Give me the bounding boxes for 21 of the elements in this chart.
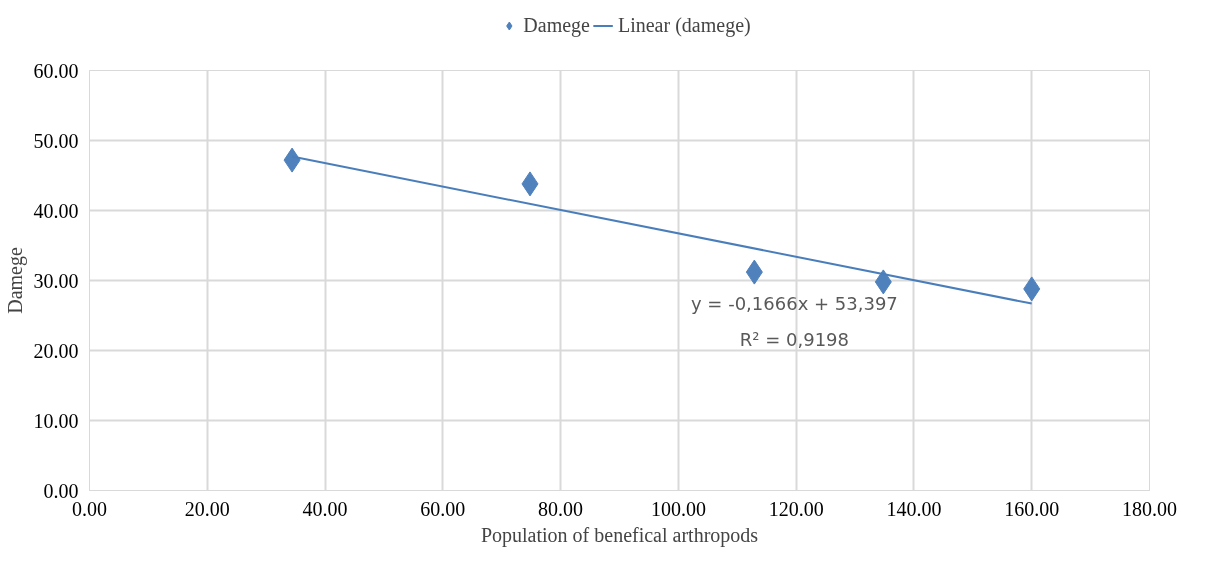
y-tick-label: 60.00 [33, 59, 79, 82]
x-tick-label: 80.00 [538, 497, 584, 520]
legend-label: Damege [523, 13, 590, 37]
y-tick-label: 10.00 [33, 409, 79, 432]
x-tick-label: 100.00 [650, 497, 706, 520]
y-tick-label: 40.00 [33, 199, 79, 222]
y-tick-label: 50.00 [33, 129, 79, 152]
x-tick-label: 180.00 [1122, 497, 1177, 520]
y-tick-label: 20.00 [33, 339, 79, 362]
x-axis-title: Population of benefical arthropods [480, 523, 759, 547]
x-tick-label: 20.00 [184, 497, 230, 520]
legend-label: Linear (damege) [617, 13, 751, 37]
annotation: R² = 0,9198 [739, 328, 850, 350]
x-tick-label: 40.00 [302, 497, 348, 520]
x-tick-label: 160.00 [1004, 497, 1060, 520]
annotation: y = -0,1666x + 53,397 [690, 293, 898, 315]
x-tick-label: 140.00 [886, 497, 942, 520]
x-tick-label: 60.00 [420, 497, 466, 520]
y-axis-title: Damege [3, 247, 27, 314]
y-tick-label: 30.00 [33, 269, 79, 292]
x-tick-label: 120.00 [768, 497, 824, 520]
